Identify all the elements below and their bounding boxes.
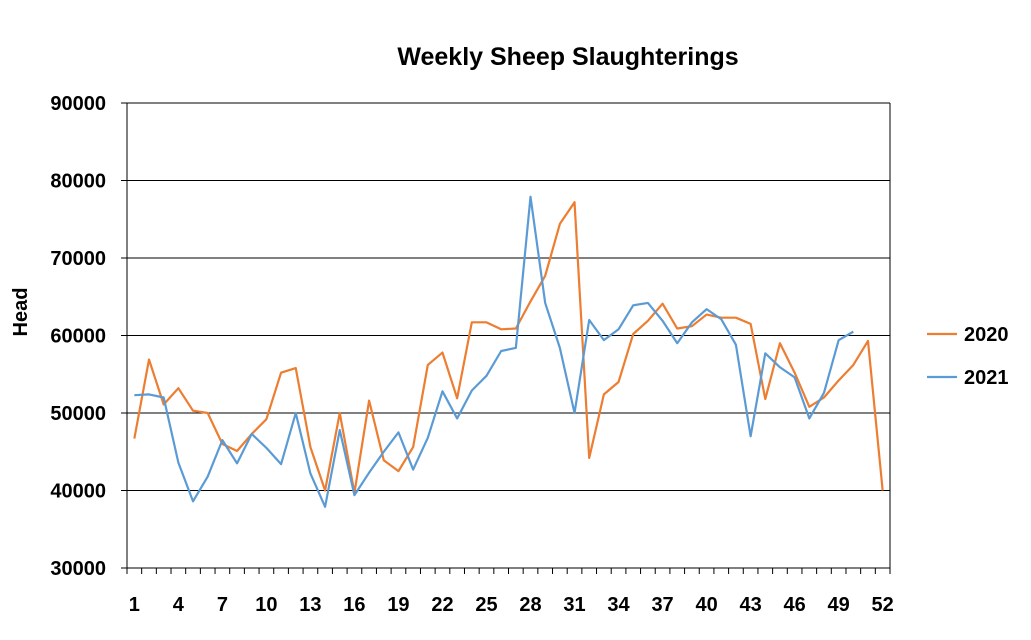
chart-title: Weekly Sheep Slaughterings: [397, 43, 738, 71]
x-tick-label: 25: [475, 594, 497, 616]
x-tick-label: 4: [173, 594, 185, 616]
x-tick-label: 10: [255, 594, 277, 616]
y-tick-label: 50000: [50, 403, 106, 425]
x-tick-label: 16: [343, 594, 365, 616]
y-tick-label: 80000: [50, 171, 106, 193]
series-line-2021: [134, 195, 854, 508]
gridlines: [121, 102, 890, 569]
x-tick-label: 34: [607, 594, 630, 616]
y-tick-label: 30000: [50, 558, 106, 580]
series-lines: [133, 195, 884, 508]
x-tick-label: 22: [431, 594, 453, 616]
x-tick-label: 1: [129, 594, 140, 616]
x-tick-label: 52: [872, 594, 894, 616]
y-axis-label: Head: [10, 288, 32, 337]
x-axis-tick-labels: 1 4 7 10 13 16 19 22 25 28 31 34 37 40 43 46 49 52: [129, 594, 894, 616]
y-tick-label: 40000: [50, 481, 106, 503]
legend-label: 2020: [964, 324, 1009, 346]
x-tick-label: 43: [739, 594, 761, 616]
x-tick-label: 31: [563, 594, 585, 616]
y-tick-label: 60000: [50, 326, 106, 348]
y-tick-label: 90000: [50, 93, 106, 115]
x-tick-label: 46: [784, 594, 806, 616]
x-tick-label: 40: [695, 594, 717, 616]
legend: 2020 2021: [927, 324, 1009, 389]
x-tick-label: 37: [651, 594, 673, 616]
legend-label: 2021: [964, 367, 1009, 389]
y-tick-label: 70000: [50, 248, 106, 270]
x-tick-label: 19: [387, 594, 409, 616]
x-tick-label: 28: [519, 594, 541, 616]
x-tick-label: 7: [217, 594, 228, 616]
y-axis-tick-labels: 30000 40000 50000 60000 70000 80000 90000: [50, 93, 106, 580]
x-tick-label: 49: [828, 594, 850, 616]
series-line-2020: [133, 201, 884, 494]
x-tick-label: 13: [299, 594, 321, 616]
axes: [126, 103, 891, 574]
